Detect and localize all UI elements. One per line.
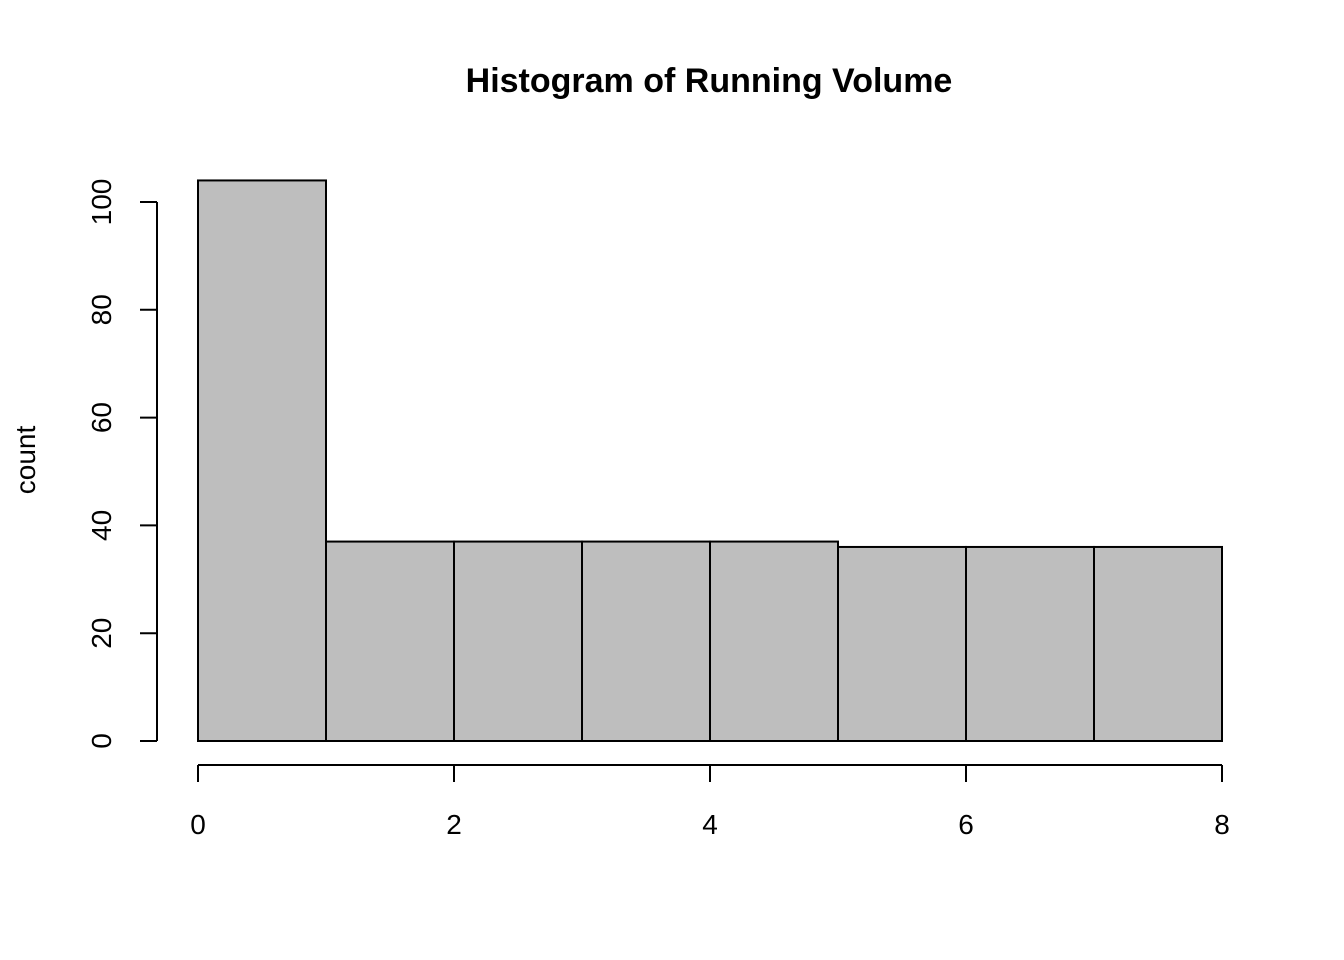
histogram-bar xyxy=(197,179,327,742)
x-tick-label: 8 xyxy=(1214,809,1230,840)
chart-title: Histogram of Running Volume xyxy=(466,62,953,100)
histogram-bar xyxy=(965,545,1095,743)
histogram-bar xyxy=(709,540,839,742)
x-tick-label: 4 xyxy=(702,809,718,840)
bars-group xyxy=(197,179,1223,743)
y-tick-label: 60 xyxy=(86,402,117,433)
y-tick-label: 80 xyxy=(86,294,117,325)
histogram-bar xyxy=(325,540,455,742)
histogram-bar xyxy=(581,540,711,742)
histogram-bar xyxy=(453,540,583,742)
y-axis: 0 20 40 60 80 100 xyxy=(86,179,158,749)
y-tick-label: 100 xyxy=(86,179,117,226)
x-tick-label: 2 xyxy=(446,809,462,840)
y-axis-label: count xyxy=(10,426,41,495)
histogram-bar xyxy=(1093,545,1223,743)
y-tick-label: 0 xyxy=(86,733,117,749)
x-axis: 0 2 4 6 8 xyxy=(190,764,1230,840)
y-tick-label: 40 xyxy=(86,510,117,541)
x-tick-label: 0 xyxy=(190,809,206,840)
x-tick-label: 6 xyxy=(958,809,974,840)
histogram-bar xyxy=(837,545,967,743)
y-tick-label: 20 xyxy=(86,618,117,649)
